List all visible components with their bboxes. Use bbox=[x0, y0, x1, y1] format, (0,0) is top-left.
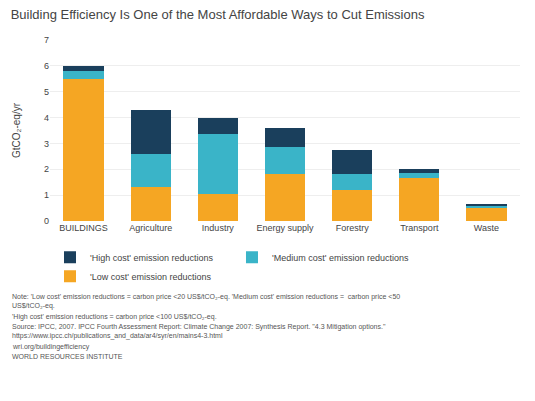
svg-text:5: 5 bbox=[44, 87, 49, 97]
svg-text:'Low cost' emission reductions: 'Low cost' emission reductions bbox=[90, 272, 211, 282]
svg-text:1: 1 bbox=[44, 190, 49, 200]
svg-text:Industry: Industry bbox=[202, 223, 235, 233]
svg-text:GtCO₂-eq/yr: GtCO₂-eq/yr bbox=[11, 102, 22, 158]
svg-text:Note: 'Low cost' emission redu: Note: 'Low cost' emission reductions = c… bbox=[12, 293, 400, 310]
svg-text:3: 3 bbox=[44, 139, 49, 149]
svg-text:Transport: Transport bbox=[400, 223, 439, 233]
svg-text:7: 7 bbox=[44, 35, 49, 45]
svg-text:wri.org/buildingefficiency: wri.org/buildingefficiency bbox=[12, 343, 90, 351]
svg-text:2: 2 bbox=[44, 164, 49, 174]
svg-text:6: 6 bbox=[44, 61, 49, 71]
svg-text:Waste: Waste bbox=[474, 223, 499, 233]
svg-text:BUILDINGS: BUILDINGS bbox=[59, 223, 108, 233]
svg-text:4: 4 bbox=[44, 113, 49, 123]
svg-text:'High cost' emission reduction: 'High cost' emission reductions bbox=[90, 253, 213, 263]
svg-text:Source: IPCC, 2007. IPCC Fourt: Source: IPCC, 2007. IPCC Fourth Assessme… bbox=[12, 323, 386, 340]
svg-text:'High cost' emission reduction: 'High cost' emission reductions = carbon… bbox=[12, 313, 217, 321]
svg-text:WORLD RESOURCES INSTITUTE: WORLD RESOURCES INSTITUTE bbox=[12, 353, 123, 360]
svg-text:Building Efficiency Is One of: Building Efficiency Is One of the Most A… bbox=[11, 7, 425, 22]
svg-text:0: 0 bbox=[44, 216, 49, 226]
svg-text:Forestry: Forestry bbox=[336, 223, 370, 233]
svg-text:'Medium cost' emission reducti: 'Medium cost' emission reductions bbox=[272, 253, 409, 263]
svg-text:Energy supply: Energy supply bbox=[256, 223, 314, 233]
svg-text:Agriculture: Agriculture bbox=[129, 223, 172, 233]
